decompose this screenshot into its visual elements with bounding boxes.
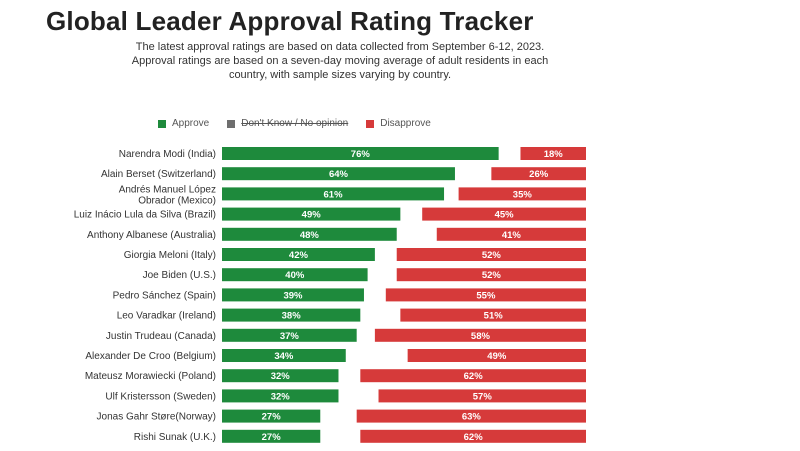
approve-value-label: 37% [280, 331, 300, 342]
approve-value-label: 40% [285, 270, 305, 281]
approve-bar [222, 248, 375, 261]
approve-bar [222, 147, 499, 160]
disapprove-value-label: 58% [471, 331, 491, 342]
approve-bar [222, 369, 339, 383]
legend-label-dont-know: Don't Know / No opinion [241, 118, 349, 129]
legend-approve[interactable]: Approve [158, 118, 209, 129]
approve-value-label: 34% [274, 351, 294, 362]
approve-value-label: 42% [289, 250, 309, 261]
approve-bar [222, 429, 321, 443]
approve-bar [222, 409, 321, 423]
disapprove-value-label: 52% [482, 270, 502, 281]
disapprove-bar [378, 389, 586, 403]
approve-value-label: 32% [271, 391, 291, 402]
disapprove-bar [422, 207, 586, 221]
approve-value-label: 39% [283, 290, 303, 301]
approve-bar [222, 389, 339, 403]
disapprove-value-label: 18% [544, 149, 564, 160]
row-label: Alain Berset (Switzerland) [101, 169, 216, 180]
row-label: Leo Varadkar (Ireland) [117, 311, 216, 322]
legend-disapprove[interactable]: Disapprove [366, 118, 431, 129]
disapprove-bar [356, 409, 586, 423]
disapprove-value-label: 49% [487, 351, 507, 362]
row-label: Ulf Kristersson (Sweden) [105, 391, 216, 402]
disapprove-value-label: 26% [529, 169, 549, 180]
approve-value-label: 76% [351, 149, 371, 160]
approve-bar [222, 308, 361, 322]
subtitle-line: country, with sample sizes varying by co… [228, 69, 452, 81]
approve-value-label: 61% [324, 189, 344, 200]
approve-value-label: 27% [262, 412, 282, 423]
disapprove-value-label: 45% [495, 210, 515, 221]
disapprove-bar [520, 147, 586, 160]
row-label: Alexander De Croo (Belgium) [85, 351, 216, 362]
subtitle-line: The latest approval ratings are based on… [135, 41, 545, 53]
row-label: Justin Trudeau (Canada) [106, 331, 216, 342]
row-label: Andrés Manuel López Obrador (Mexico) [119, 184, 216, 206]
disapprove-value-label: 62% [464, 432, 484, 443]
legend-label-disapprove: Disapprove [380, 118, 431, 129]
disapprove-bar [407, 349, 586, 362]
row-label: Anthony Albanese (Australia) [87, 230, 216, 241]
approve-bar [222, 328, 357, 342]
approve-value-label: 32% [271, 371, 291, 382]
approve-value-label: 49% [302, 210, 322, 221]
disapprove-value-label: 55% [476, 290, 496, 301]
approve-bar [222, 167, 455, 181]
disapprove-value-label: 35% [513, 189, 533, 200]
row-label: Narendra Modi (India) [119, 149, 216, 160]
row-label-line: Andrés Manuel López [119, 184, 216, 195]
approve-value-label: 27% [262, 432, 282, 443]
chart-subtitle: The latest approval ratings are based on… [40, 40, 640, 82]
row-label: Mateusz Morawiecki (Poland) [85, 371, 216, 382]
row-label: Luiz Inácio Lula da Silva (Brazil) [74, 210, 216, 221]
disapprove-bar [400, 308, 586, 322]
disapprove-bar [374, 328, 586, 342]
disapprove-value-label: 63% [462, 412, 482, 423]
legend-swatch-dont-know [227, 119, 236, 128]
subtitle-line: Approval ratings are based on a seven-da… [131, 55, 549, 67]
approve-bar [222, 207, 401, 221]
row-label-line: Obrador (Mexico) [138, 195, 216, 206]
legend-swatch-approve [158, 119, 166, 128]
legend-dont-know[interactable]: Don't Know / No opinion [227, 118, 348, 129]
disapprove-bar [396, 268, 586, 282]
disapprove-bar [491, 167, 586, 181]
disapprove-bar [396, 248, 586, 261]
approve-bar [222, 349, 346, 362]
disapprove-bar [360, 369, 586, 383]
disapprove-value-label: 51% [484, 311, 504, 322]
disapprove-value-label: 57% [473, 391, 493, 402]
disapprove-value-label: 52% [482, 250, 502, 261]
chart-legend: Approve Don't Know / No opinion Disappro… [158, 118, 449, 129]
disapprove-bar [436, 227, 586, 241]
approve-bar [222, 268, 368, 282]
row-label: Rishi Sunak (U.K.) [134, 432, 216, 443]
disapprove-value-label: 62% [464, 371, 484, 382]
row-label: Giorgia Meloni (Italy) [124, 250, 216, 261]
disapprove-bar [385, 288, 586, 302]
disapprove-bar [360, 429, 586, 443]
approve-bar [222, 288, 364, 302]
legend-label-approve: Approve [172, 118, 210, 129]
approve-value-label: 64% [329, 169, 349, 180]
approve-value-label: 48% [300, 230, 320, 241]
disapprove-value-label: 41% [502, 230, 522, 241]
disapprove-bar [458, 187, 586, 201]
approve-bar [222, 227, 397, 241]
row-label: Jonas Gahr Støre(Norway) [97, 412, 216, 423]
approve-bar [222, 187, 445, 201]
row-label: Pedro Sánchez (Spain) [113, 290, 216, 301]
row-label: Joe Biden (U.S.) [143, 270, 216, 281]
legend-swatch-disapprove [366, 119, 375, 128]
chart-title: Global Leader Approval Rating Tracker [46, 6, 534, 36]
approve-value-label: 38% [282, 311, 302, 322]
